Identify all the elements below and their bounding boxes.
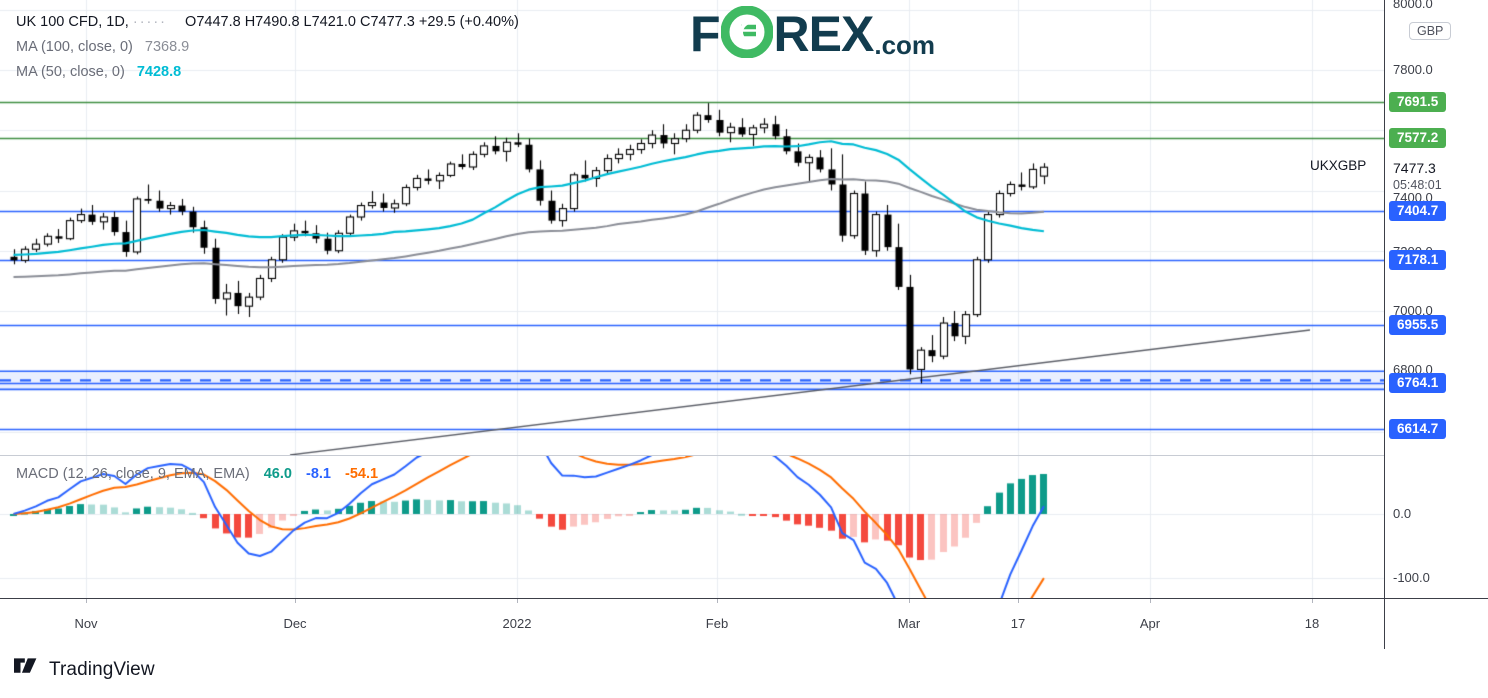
time-axis-tick bbox=[1312, 599, 1313, 603]
price-level-badge[interactable]: 7404.7 bbox=[1389, 201, 1447, 221]
symbol-price-tag: UKXGBP bbox=[1310, 158, 1367, 173]
current-price-label: 7477.3 bbox=[1393, 160, 1436, 176]
macd-pane[interactable] bbox=[0, 456, 1384, 598]
logo-euro-o-icon bbox=[720, 5, 774, 63]
bar-countdown-label: 05:48:01 bbox=[1393, 178, 1442, 192]
price-axis[interactable]: GBP 8000.07800.07600.07400.07200.07000.0… bbox=[1384, 0, 1488, 598]
legend-ma50-label: MA (50, close, 0) bbox=[16, 64, 125, 80]
price-level-badge[interactable]: 7178.1 bbox=[1389, 250, 1447, 270]
time-axis-tick bbox=[1150, 599, 1151, 603]
macd-signal-value: -54.1 bbox=[345, 466, 379, 482]
axis-corner bbox=[1384, 598, 1488, 649]
time-axis-tick bbox=[86, 599, 87, 603]
logo-text-rex: REX bbox=[773, 6, 875, 62]
macd-legend-title: MACD (12, 26, close, 9, EMA, EMA) bbox=[16, 466, 250, 482]
price-axis-tick: 7000.0 bbox=[1393, 303, 1433, 318]
legend-row-ma100[interactable]: MA (100, close, 0) 7368.9 bbox=[16, 35, 519, 60]
price-level-badge[interactable]: 6955.5 bbox=[1389, 315, 1447, 335]
legend-ohlc: O7447.8 H7490.8 L7421.0 C7477.3 +29.5 (+… bbox=[185, 14, 519, 30]
time-axis-tick bbox=[717, 599, 718, 603]
price-level-badge[interactable]: 7691.5 bbox=[1389, 92, 1447, 112]
time-axis-label: Feb bbox=[705, 616, 729, 631]
time-axis-tick bbox=[295, 599, 296, 603]
candlestick-canvas bbox=[0, 0, 1384, 455]
price-level-badge[interactable]: 7577.2 bbox=[1389, 128, 1447, 148]
macd-axis-tick: 0.0 bbox=[1393, 506, 1412, 521]
time-axis-label: Apr bbox=[1139, 616, 1161, 631]
macd-canvas bbox=[0, 456, 1384, 598]
time-axis-label: Nov bbox=[74, 616, 98, 631]
tradingview-logo-icon bbox=[14, 658, 40, 681]
price-level-badge[interactable]: 6614.7 bbox=[1389, 419, 1447, 439]
time-axis-tick bbox=[909, 599, 910, 603]
time-axis-tick bbox=[1018, 599, 1019, 603]
time-axis-tick bbox=[517, 599, 518, 603]
time-axis-label: 17 bbox=[1010, 616, 1026, 631]
logo-text-dotcom: .com bbox=[874, 30, 936, 60]
macd-axis-tick: -100.0 bbox=[1393, 570, 1430, 585]
legend-row-ma50[interactable]: MA (50, close, 0) 7428.8 bbox=[16, 60, 519, 85]
macd-legend[interactable]: MACD (12, 26, close, 9, EMA, EMA) 46.0 -… bbox=[16, 466, 378, 482]
price-axis-tick: 8000.0 bbox=[1393, 0, 1433, 11]
tradingview-watermark[interactable]: TradingView bbox=[14, 658, 155, 681]
legend-symbol[interactable]: UK 100 bbox=[16, 14, 65, 30]
legend-ma50-value: 7428.8 bbox=[136, 64, 182, 80]
price-level-badge[interactable]: 6764.1 bbox=[1389, 373, 1447, 393]
chart-plot-area[interactable]: UKXGBP bbox=[0, 0, 1384, 598]
price-pane[interactable] bbox=[0, 0, 1384, 455]
legend-row-symbol[interactable]: UK 100 CFD, 1D, ····· O7447.8 H7490.8 L7… bbox=[16, 10, 519, 35]
legend-style-dots: ····· bbox=[132, 14, 168, 30]
logo-text-f: F bbox=[690, 6, 721, 62]
time-axis-label: Mar bbox=[897, 616, 921, 631]
macd-line-value: -8.1 bbox=[305, 466, 331, 482]
time-axis-label: 2022 bbox=[502, 616, 532, 631]
time-axis-label: Dec bbox=[283, 616, 307, 631]
legend-ma100-label: MA (100, close, 0) bbox=[16, 39, 133, 55]
legend-symbol-suffix: CFD, 1D, bbox=[68, 14, 129, 30]
tradingview-label: TradingView bbox=[49, 658, 155, 680]
price-axis-tick: 7800.0 bbox=[1393, 62, 1433, 77]
chart-legend[interactable]: UK 100 CFD, 1D, ····· O7447.8 H7490.8 L7… bbox=[16, 10, 519, 85]
forex-com-logo: F REX .com bbox=[690, 5, 936, 63]
pane-separator bbox=[0, 455, 1384, 456]
time-axis-label: 18 bbox=[1304, 616, 1320, 631]
time-axis[interactable]: Nov Dec 2022 Feb Mar 17 Apr 18 bbox=[0, 598, 1384, 649]
legend-ma100-value: 7368.9 bbox=[144, 39, 190, 55]
macd-hist-value: 46.0 bbox=[263, 466, 292, 482]
currency-badge: GBP bbox=[1409, 22, 1452, 40]
